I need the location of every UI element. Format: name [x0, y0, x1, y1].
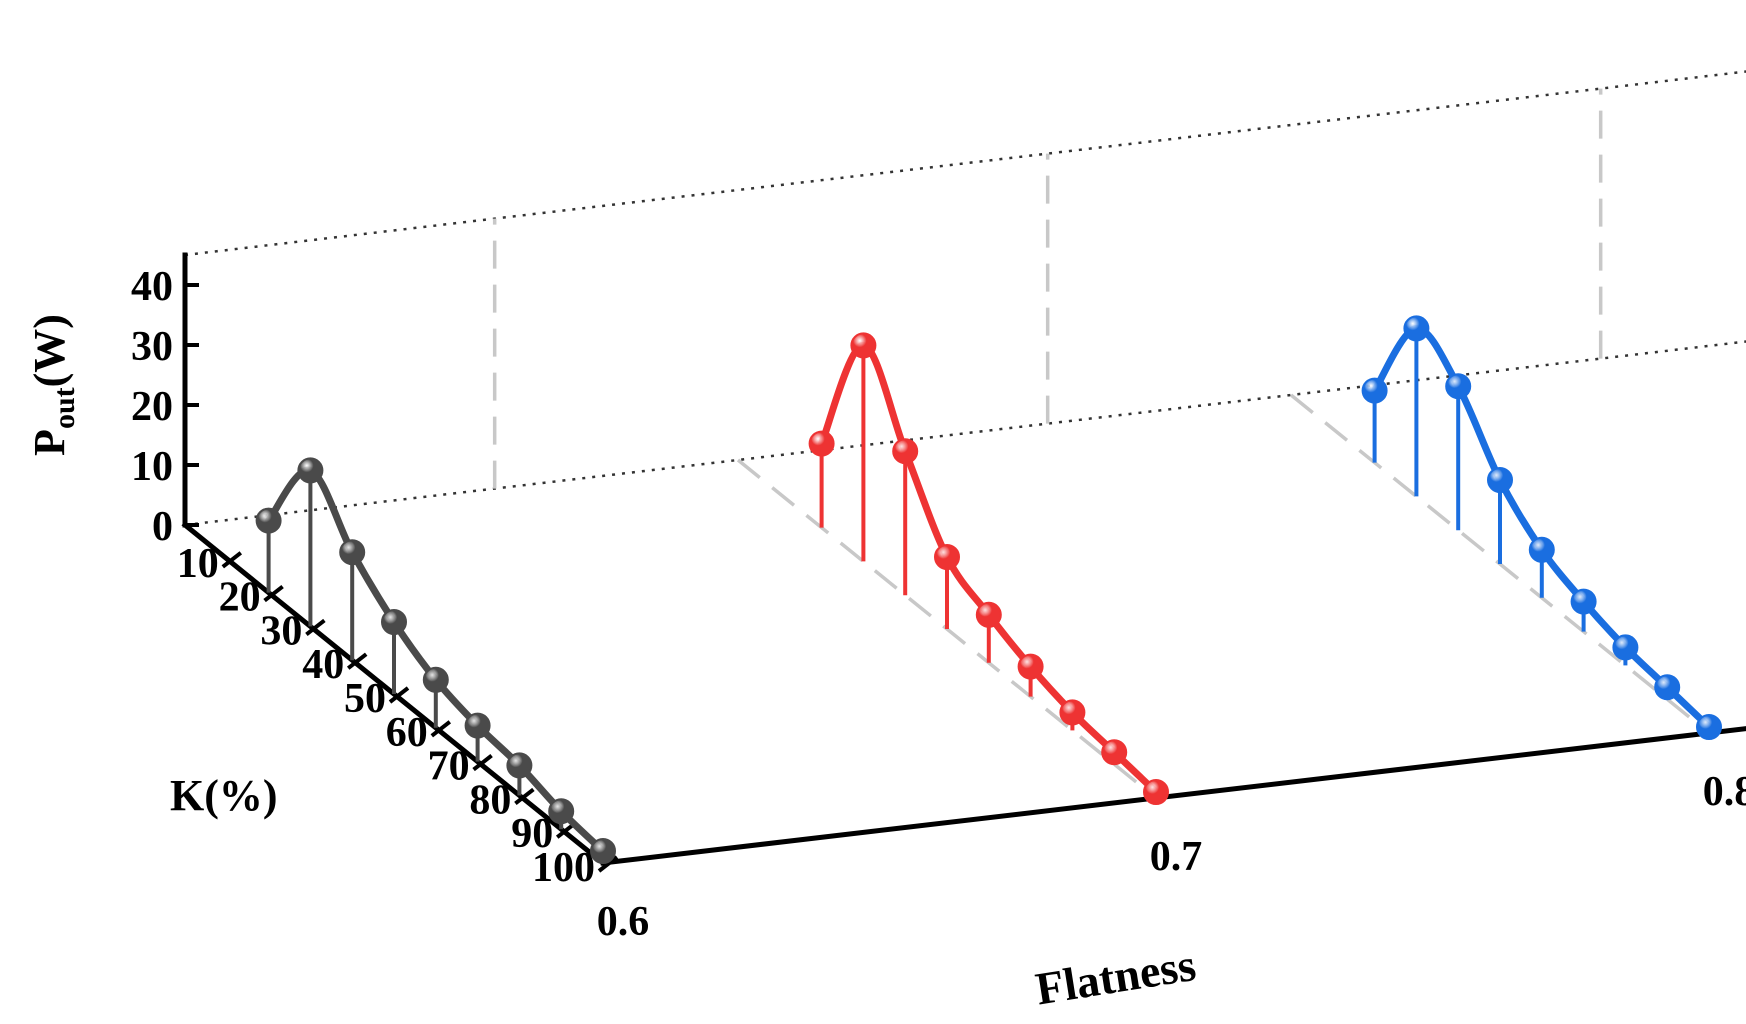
data-point: [590, 838, 616, 864]
z-tick-label: 10: [131, 444, 173, 490]
k-axis-title: K(%): [170, 771, 278, 820]
grid-lines: [183, 88, 1711, 865]
data-point: [934, 544, 960, 570]
z-axis-title: Pout(W): [25, 314, 81, 456]
data-point: [1528, 536, 1555, 563]
z-axis-title-unit: (W): [25, 314, 74, 387]
data-point: [1570, 588, 1597, 615]
k-tick: [263, 585, 284, 603]
data-point: [1143, 779, 1169, 805]
bounding-box: [184, 70, 1746, 527]
z-tick-label: 20: [131, 384, 173, 430]
k-tick-label: 60: [386, 710, 428, 756]
data-point: [1361, 377, 1388, 404]
k-tick: [388, 686, 410, 704]
series-flatness-0.7: [808, 332, 1169, 805]
k-tick-label: 20: [219, 575, 261, 621]
k-tick-label: 30: [260, 608, 302, 654]
data-point: [1696, 714, 1722, 740]
flatness-tick-label: 0.8: [1703, 769, 1746, 815]
data-point: [808, 430, 835, 457]
data-point: [1654, 674, 1681, 701]
k-tick-label: 10: [177, 541, 219, 587]
data-point: [1487, 467, 1513, 493]
series-flatness-0.8: [1361, 315, 1722, 740]
box-edge-back-top: [184, 70, 1746, 257]
data-point: [1445, 373, 1472, 400]
k-tick-label: 90: [511, 811, 553, 857]
data-point: [850, 332, 877, 359]
k-tick: [221, 551, 243, 569]
data-point: [1059, 699, 1086, 726]
data-point: [1612, 634, 1639, 661]
data-point: [975, 601, 1002, 628]
k-tick-label: 50: [344, 676, 386, 722]
data-point: [464, 712, 491, 739]
data-point: [1101, 739, 1128, 766]
k-tick-label: 80: [469, 777, 511, 823]
data-point: [506, 752, 533, 779]
k-tick-label: 70: [428, 744, 470, 790]
k-tick: [597, 855, 619, 873]
k-tick: [346, 652, 368, 670]
k-tick: [472, 754, 493, 772]
z-axis-title-subscript: out: [48, 387, 81, 429]
data-point: [1017, 653, 1044, 680]
tick-labels: 0102030401020304050607080901000.60.70.80…: [131, 264, 1746, 945]
data-point: [381, 609, 407, 635]
k-tick-label: 100: [532, 845, 595, 891]
data-point: [422, 666, 449, 693]
data-point: [1403, 315, 1430, 342]
flatness-tick-label: 0.7: [1150, 834, 1203, 880]
series-flatness-0.6: [255, 457, 616, 864]
series-line: [265, 466, 607, 855]
k-tick: [514, 787, 535, 805]
flatness-axis-title: Flatness: [1032, 939, 1199, 1015]
z-tick-label: 30: [131, 324, 173, 370]
series-line: [1371, 324, 1713, 731]
data-point: [297, 457, 324, 484]
series-group: [255, 315, 1722, 864]
z-tick-label: 0: [152, 504, 173, 550]
flatness-tick-label: 0.6: [597, 899, 650, 945]
data-point: [892, 438, 919, 465]
k-tick-label: 40: [302, 642, 344, 688]
box-edge-back-floor: [184, 340, 1746, 527]
k-tick: [305, 618, 326, 636]
data-point: [339, 539, 366, 566]
z-axis-title-main: P: [25, 429, 74, 456]
flatness-axis-line: [600, 726, 1746, 866]
series-line: [818, 341, 1160, 796]
z-tick-label: 40: [131, 264, 173, 310]
data-point: [548, 798, 575, 825]
k-tick: [430, 720, 452, 738]
data-point: [255, 507, 282, 534]
axes: [181, 252, 1746, 873]
